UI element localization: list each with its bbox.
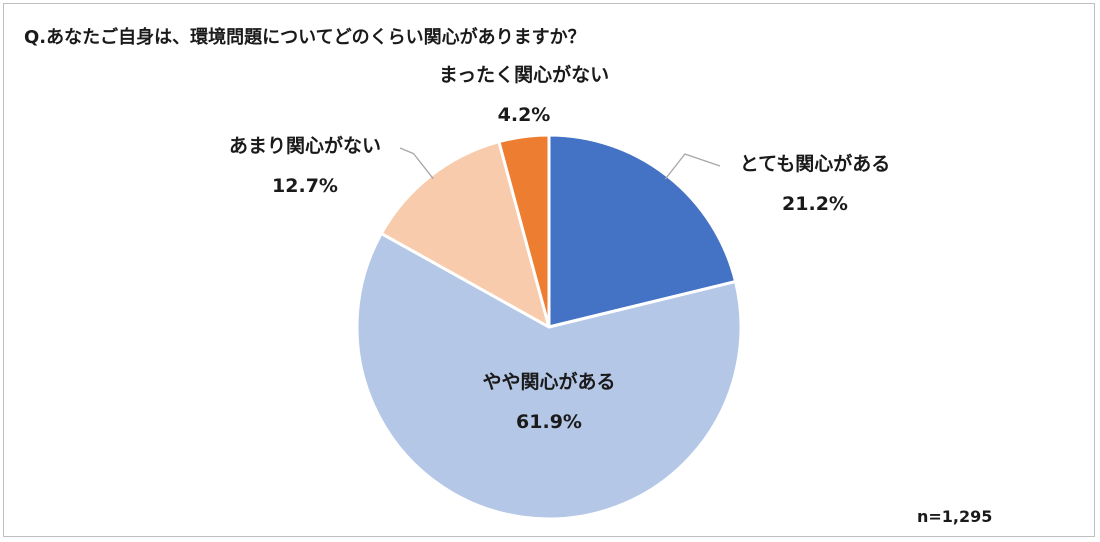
slice-label-not-very-interested: あまり関心がない xyxy=(229,134,381,157)
pie-slices xyxy=(355,133,743,521)
slice-label-not-at-all-interested: まったく関心がない xyxy=(439,63,609,86)
leader-line-very-interested xyxy=(664,153,721,180)
leader-line-not-very-interested xyxy=(399,147,434,180)
pie-slice-not-at-all-interested xyxy=(497,133,551,329)
slice-label-somewhat-interested: やや関心がある xyxy=(482,370,615,393)
slice-value-not-at-all-interested: 4.2% xyxy=(498,104,551,126)
slice-label-very-interested: とても関心がある xyxy=(740,152,890,175)
chart-title: Q.あなたご自身は、環境問題についてどのくらい関心がありますか？ xyxy=(24,27,586,48)
slice-labels: とても関心がある 21.2% やや関心がある 61.9% あまり関心がない 12.7% まっ… xyxy=(229,63,890,433)
sample-size-label: n=1,295 xyxy=(917,507,993,526)
slice-value-very-interested: 21.2% xyxy=(782,193,848,215)
slice-value-somewhat-interested: 61.9% xyxy=(516,411,582,433)
pie-slice-somewhat-interested xyxy=(355,231,743,521)
slice-value-not-very-interested: 12.7% xyxy=(272,175,338,197)
leader-lines xyxy=(399,147,721,180)
